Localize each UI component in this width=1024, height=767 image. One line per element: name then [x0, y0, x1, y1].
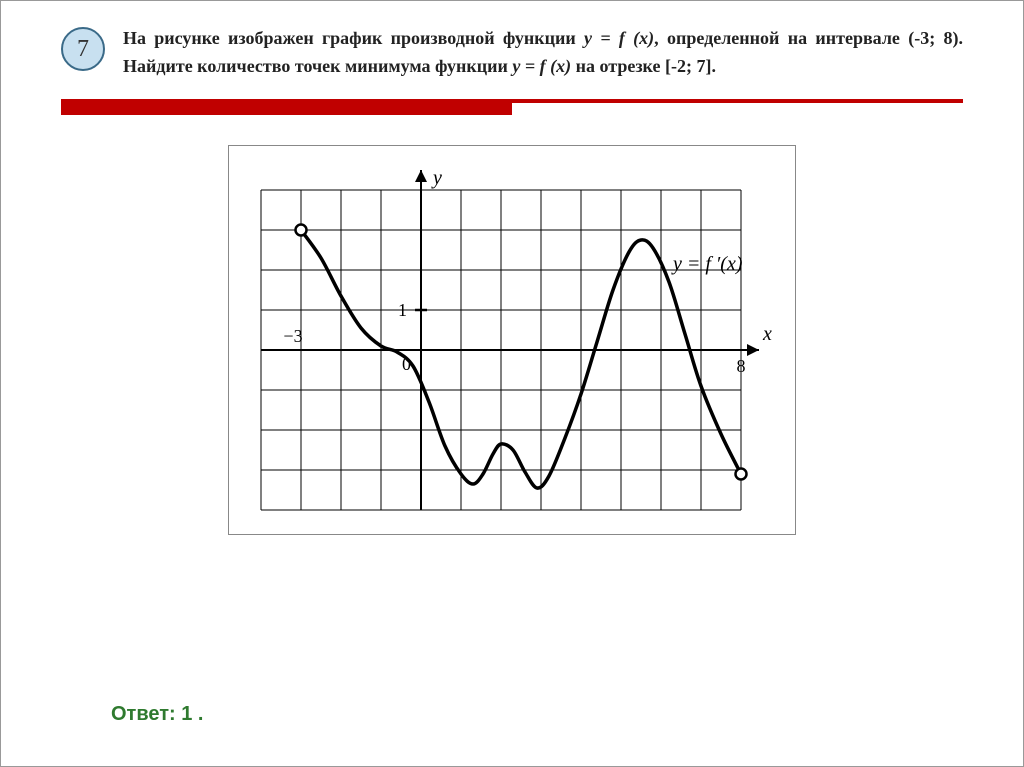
svg-text:−3: −3	[283, 326, 302, 346]
problem-statement: На рисунке изображен график производной …	[123, 25, 963, 81]
divider-bar	[61, 99, 963, 115]
svg-text:1: 1	[398, 300, 407, 320]
svg-text:y = f ′(x): y = f ′(x)	[671, 253, 743, 275]
svg-text:x: x	[762, 323, 772, 345]
answer-text: Ответ: 1 .	[111, 703, 204, 726]
svg-text:y: y	[431, 167, 442, 189]
svg-text:8: 8	[737, 356, 746, 376]
problem-number: 7	[77, 36, 89, 63]
chart-container: yx−3108y = f ′(x)	[228, 145, 796, 535]
derivative-graph: yx−3108y = f ′(x)	[243, 156, 781, 528]
problem-number-badge: 7	[61, 27, 105, 71]
